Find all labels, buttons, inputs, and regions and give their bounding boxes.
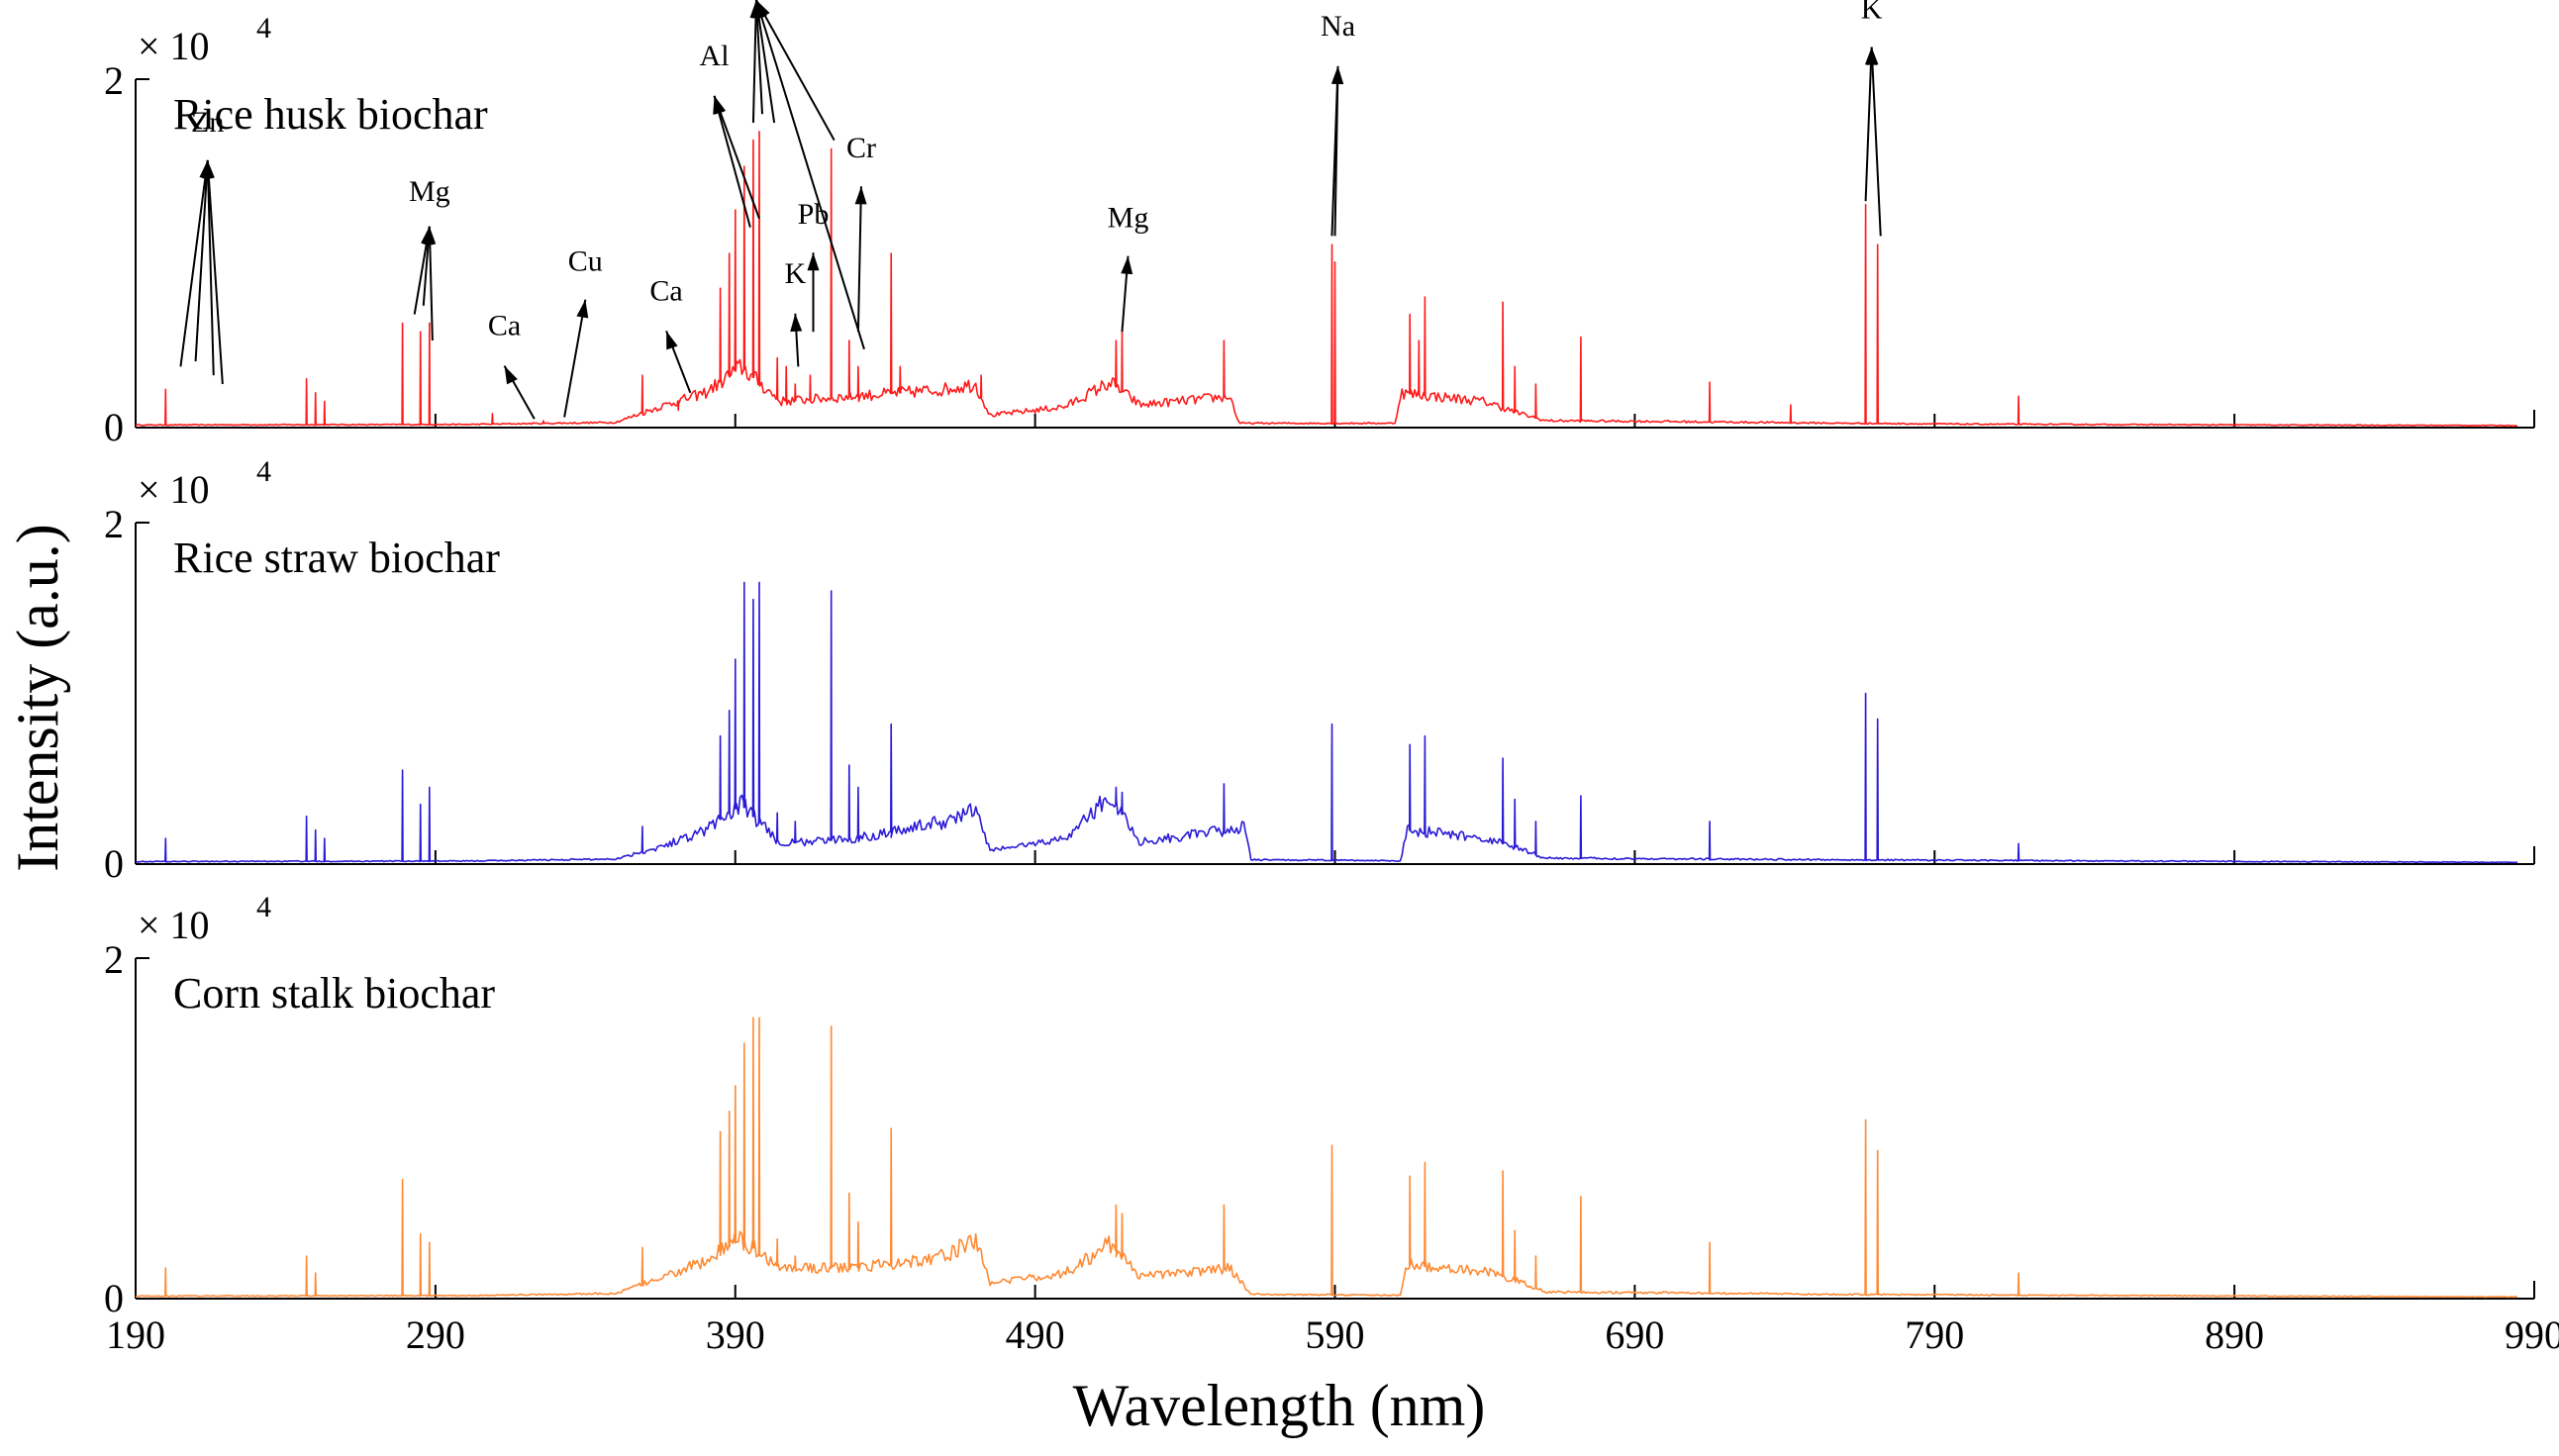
annotation-arrow xyxy=(755,0,836,142)
peak-annotation-label: Na xyxy=(1321,10,1355,43)
annotation-arrow xyxy=(754,0,776,124)
annotation-arrow xyxy=(563,299,587,418)
x-axis-title: Wavelength (nm) xyxy=(1073,1373,1486,1438)
x-tick-label: 290 xyxy=(406,1312,465,1357)
annotation-arrowhead xyxy=(714,95,727,115)
annotation-arrow xyxy=(754,0,764,115)
y-tick-label: 0 xyxy=(104,405,124,449)
panel-title: Rice husk biochar xyxy=(173,90,488,139)
y-exponent-power: 4 xyxy=(256,891,271,923)
annotation-arrowhead xyxy=(1331,65,1344,84)
y-exponent-label: × 10 xyxy=(138,24,210,68)
peak-annotation-label: Cu xyxy=(568,245,603,278)
annotation-arrow xyxy=(751,0,757,124)
spectrum-line xyxy=(135,1017,2517,1299)
annotation-arrow xyxy=(179,159,209,367)
peak-annotation-label: Ca xyxy=(649,275,682,308)
peak-annotation-label: K xyxy=(784,257,806,290)
y-exponent-power: 4 xyxy=(256,455,271,488)
annotation-arrowhead xyxy=(854,186,867,205)
annotation-arrow xyxy=(754,0,865,350)
x-tick-label: 990 xyxy=(2505,1312,2559,1357)
peak-annotation-label: K xyxy=(1861,0,1883,25)
spectrum-line xyxy=(136,581,2518,864)
x-tick-label: 890 xyxy=(2205,1312,2264,1357)
peak-annotation-label: Ca xyxy=(488,310,521,342)
x-tick-label: 590 xyxy=(1306,1312,1365,1357)
annotation-arrow xyxy=(206,159,224,385)
annotation-arrow xyxy=(1333,65,1339,237)
x-tick-label: 490 xyxy=(1006,1312,1065,1357)
panel-2: 0 2 × 10 4 Rice straw biochar xyxy=(104,455,2535,886)
peak-annotation-label: Zn xyxy=(191,106,224,139)
y-tick-label: 2 xyxy=(104,937,124,982)
annotation-arrow xyxy=(1870,47,1882,237)
annotation-arrow xyxy=(713,95,760,220)
annotation-arrowhead xyxy=(1121,255,1133,275)
annotation-arrowhead xyxy=(202,159,215,179)
annotation-arrowhead xyxy=(504,365,518,385)
annotation-arrowhead xyxy=(576,299,589,319)
panel-3: 190 290 390 490 590 690 790 890 990 0 2 × 10 4 Corn s… xyxy=(104,891,2559,1357)
y-exponent-label: × 10 xyxy=(138,903,210,947)
annotation-arrow xyxy=(713,95,751,228)
y-tick-label: 2 xyxy=(104,502,124,546)
peak-annotation-label: Al xyxy=(700,40,730,72)
annotation-arrows xyxy=(179,0,1882,420)
x-tick-label: 790 xyxy=(1905,1312,1964,1357)
annotation-arrowhead xyxy=(790,313,803,333)
annotation-arrowhead xyxy=(755,0,767,19)
peak-annotation-label: Pb xyxy=(798,198,830,231)
annotation-arrowhead xyxy=(1866,47,1879,65)
annotation-arrow xyxy=(1864,47,1873,202)
y-tick-label: 0 xyxy=(104,1276,124,1320)
annotation-arrowhead xyxy=(807,252,820,271)
x-tick-label: 390 xyxy=(706,1312,765,1357)
peak-annotation-label: Mg xyxy=(409,175,450,208)
spectrum-line xyxy=(135,131,2517,427)
y-tick-label: 0 xyxy=(104,841,124,886)
annotation-arrowhead xyxy=(666,331,678,350)
y-exponent-power: 4 xyxy=(256,12,271,45)
annotation-arrow xyxy=(856,186,862,333)
y-exponent-label: × 10 xyxy=(138,467,210,512)
y-axis-title: Intensity (a.u.) xyxy=(5,524,70,872)
x-tick-label: 190 xyxy=(106,1312,165,1357)
annotation-arrow xyxy=(206,159,215,376)
peak-annotation-label: Mg xyxy=(1108,202,1149,235)
annotation-arrow xyxy=(428,226,434,341)
panel-title: Corn stalk biochar xyxy=(173,969,495,1018)
y-tick-label: 2 xyxy=(104,58,124,103)
peak-annotation-label: Cr xyxy=(846,132,876,164)
annotation-arrowhead xyxy=(424,226,437,244)
x-tick-label: 690 xyxy=(1605,1312,1664,1357)
annotation-arrow xyxy=(194,159,209,362)
panel-title: Rice straw biochar xyxy=(173,534,500,582)
